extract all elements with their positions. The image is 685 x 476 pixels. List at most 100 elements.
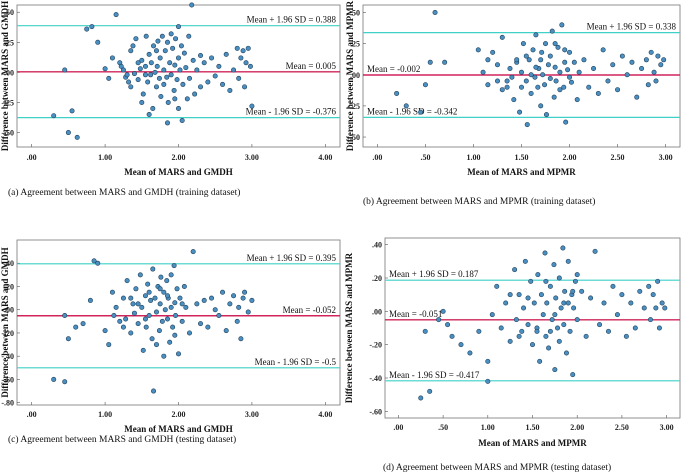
y-tick-label: -.25 bbox=[347, 102, 360, 111]
data-point bbox=[565, 258, 571, 264]
data-point bbox=[189, 2, 195, 8]
data-point bbox=[120, 295, 126, 301]
data-point bbox=[171, 263, 177, 269]
x-tick-label: 2.00 bbox=[563, 153, 577, 162]
data-point bbox=[205, 324, 211, 330]
data-point bbox=[559, 22, 565, 28]
data-point bbox=[661, 57, 667, 63]
data-point bbox=[586, 84, 592, 90]
data-point bbox=[161, 81, 167, 87]
data-point bbox=[220, 81, 226, 87]
data-point bbox=[74, 134, 80, 140]
data-point bbox=[490, 49, 496, 55]
data-point bbox=[524, 122, 530, 128]
data-point bbox=[118, 63, 124, 69]
data-point bbox=[245, 45, 251, 51]
data-point bbox=[128, 48, 134, 54]
data-point bbox=[91, 258, 97, 264]
data-point bbox=[591, 66, 597, 72]
y-tick-label: .00 bbox=[372, 307, 382, 316]
data-point bbox=[543, 112, 549, 118]
data-point bbox=[538, 292, 544, 298]
lower-limit-label: Mean - 1.96 SD = -0.342 bbox=[367, 106, 457, 116]
data-point bbox=[183, 304, 189, 310]
y-tick-label: -.20 bbox=[1, 329, 14, 338]
data-point bbox=[485, 378, 491, 384]
data-point bbox=[440, 308, 446, 314]
data-point bbox=[153, 342, 159, 348]
data-point bbox=[539, 49, 545, 55]
data-point bbox=[653, 305, 659, 311]
y-axis-label: Difference between MARS and MPMR bbox=[345, 0, 355, 151]
data-point bbox=[102, 328, 108, 334]
data-point bbox=[158, 93, 164, 99]
data-point bbox=[610, 283, 616, 289]
data-point bbox=[485, 358, 491, 364]
mean-label: Mean = 0.005 bbox=[286, 61, 337, 71]
data-point bbox=[190, 249, 196, 255]
data-point bbox=[547, 75, 553, 81]
data-point bbox=[511, 97, 517, 103]
data-point bbox=[161, 67, 167, 73]
y-tick-label: -.80 bbox=[1, 399, 14, 408]
data-point bbox=[174, 77, 180, 83]
data-point bbox=[187, 330, 193, 336]
data-point bbox=[140, 91, 146, 97]
data-point bbox=[562, 288, 568, 294]
data-point bbox=[442, 59, 448, 65]
data-point bbox=[238, 55, 244, 61]
data-point bbox=[167, 60, 173, 66]
data-point bbox=[475, 47, 481, 53]
data-point bbox=[145, 79, 151, 85]
data-point bbox=[519, 328, 525, 334]
data-point bbox=[65, 336, 71, 342]
data-point bbox=[662, 305, 668, 311]
data-point bbox=[521, 305, 527, 311]
y-tick-label: .25 bbox=[350, 40, 360, 49]
data-point bbox=[516, 333, 522, 339]
data-point bbox=[73, 324, 79, 330]
y-tick-label: -.60 bbox=[1, 375, 14, 384]
data-point bbox=[658, 62, 664, 68]
data-point bbox=[109, 55, 115, 61]
data-point bbox=[223, 328, 229, 334]
data-point bbox=[172, 96, 178, 102]
data-point bbox=[240, 48, 246, 54]
data-point bbox=[137, 272, 143, 278]
data-point bbox=[570, 288, 576, 294]
data-point bbox=[216, 313, 222, 319]
data-point bbox=[535, 84, 541, 90]
data-point bbox=[154, 63, 160, 69]
data-point bbox=[509, 74, 515, 80]
lower-limit-label: Mean - 1.96 SD = -0.5 bbox=[255, 357, 337, 367]
data-point bbox=[201, 297, 207, 303]
data-point bbox=[142, 293, 148, 299]
data-point bbox=[150, 266, 156, 272]
data-point bbox=[216, 63, 222, 69]
data-point bbox=[552, 64, 558, 70]
x-tick-label: 2.00 bbox=[172, 410, 186, 419]
data-point bbox=[485, 57, 491, 63]
data-point bbox=[120, 67, 126, 73]
data-point bbox=[157, 286, 163, 292]
data-point bbox=[531, 300, 537, 306]
data-point bbox=[142, 316, 148, 322]
data-point bbox=[62, 313, 68, 319]
data-point bbox=[449, 333, 455, 339]
upper-limit-label: Mean + 1.96 SD = 0.388 bbox=[247, 15, 337, 25]
data-point bbox=[552, 41, 558, 47]
data-point bbox=[62, 379, 68, 385]
data-point bbox=[124, 278, 130, 284]
data-point bbox=[172, 62, 178, 68]
x-tick-label: 4.00 bbox=[318, 153, 332, 162]
data-point bbox=[557, 69, 563, 75]
data-point bbox=[480, 69, 486, 75]
data-point bbox=[205, 79, 211, 85]
data-point bbox=[172, 300, 178, 306]
data-point bbox=[650, 292, 656, 298]
data-point bbox=[648, 49, 654, 55]
data-point bbox=[549, 28, 555, 34]
data-point bbox=[528, 90, 534, 96]
panel-3: .40 .20 .00 -.20 -.40 -.60 -.80 .00 1.00 2.00 3.00… bbox=[0, 239, 341, 445]
data-point bbox=[525, 322, 531, 328]
